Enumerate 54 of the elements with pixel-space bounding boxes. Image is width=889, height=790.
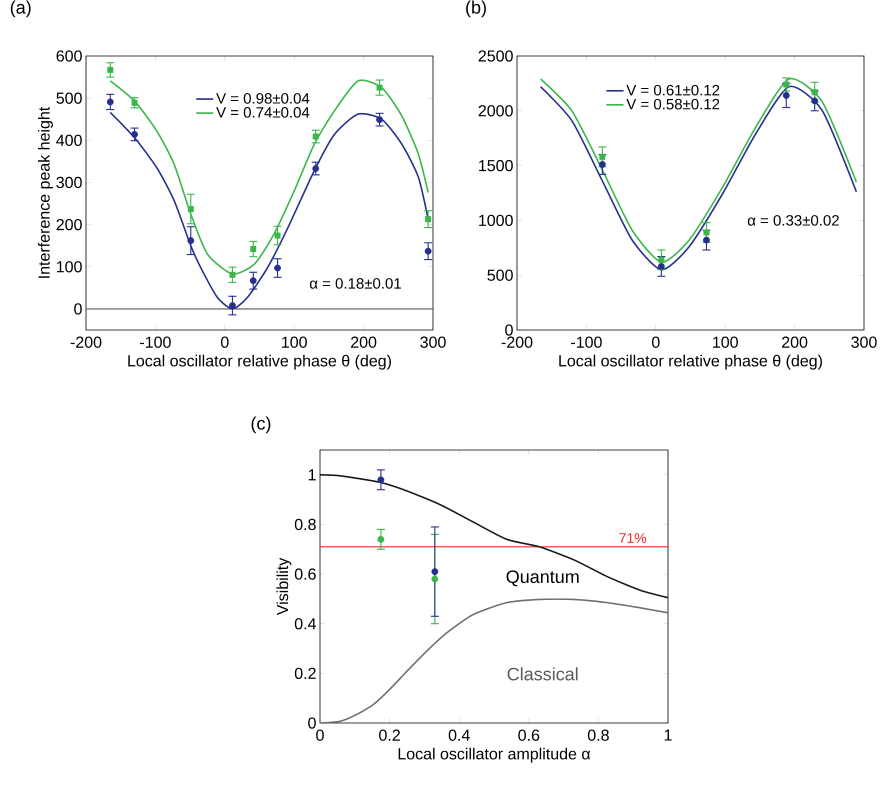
chart-title: (a) [10,0,31,18]
legend-label: V = 0.98±0.04 [216,93,310,104]
x-tick-label: 200 [782,336,808,348]
x-tick-label: 0.8 [588,730,609,741]
y-tick-label: 0.2 [294,668,316,680]
annotation: α = 0.33±0.02 [748,215,839,226]
y-tick-label: 2000 [478,105,513,116]
x-tick-label: 300 [851,336,877,348]
x-axis-title: Local oscillator amplitude α [398,748,590,763]
x-tick-label: -200 [70,336,102,348]
x-tick-label: 200 [351,336,376,348]
ref-line-label: 71% [619,533,646,543]
y-tick-label: 1 [308,469,316,480]
y-tick-label: 0.4 [294,618,316,630]
legend-label: V = 0.58±0.12 [626,98,720,110]
y-tick-label: 300 [56,176,82,188]
y-tick-label: 0 [74,303,82,315]
y-tick-label: 500 [56,92,82,104]
x-tick-label: -100 [140,336,171,348]
y-axis-title: Interference peak height [38,106,53,278]
chart-title: (b) [466,0,486,18]
y-tick-label: 600 [56,50,82,62]
y-tick-label: 2500 [478,50,513,62]
x-tick-label: 300 [420,336,446,348]
y-tick-label: 200 [56,218,82,230]
y-tick-label: 0 [505,324,513,336]
x-tick-label: -200 [502,336,532,348]
legend-label: V = 0.61±0.12 [626,84,720,96]
y-tick-label: 0 [308,717,316,729]
x-tick-label: 100 [282,336,307,348]
x-axis-title: Local oscillator relative phase θ (deg) [128,354,391,370]
y-axis-title: Visibility [276,558,292,616]
annotation: Quantum [506,570,579,586]
y-tick-label: 400 [56,134,82,146]
y-tick-label: 500 [487,270,513,281]
x-tick-label: -100 [571,336,602,348]
annotation: α = 0.18±0.01 [310,278,401,289]
chart-title: (c) [252,416,270,434]
annotation: Classical [508,667,578,680]
x-tick-label: 0.4 [448,730,470,741]
x-axis-title: Local oscillator relative phase θ (deg) [559,354,822,370]
x-tick-label: 0 [220,336,229,348]
y-tick-label: 1000 [479,214,513,226]
y-tick-label: 100 [56,261,82,272]
x-tick-label: 0 [652,336,660,348]
y-tick-label: 0.8 [294,518,316,530]
x-tick-label: 0.2 [379,730,400,741]
legend-label: V = 0.74±0.04 [216,107,310,118]
y-tick-label: 1500 [479,160,513,172]
x-tick-label: 0.6 [518,730,540,741]
x-tick-label: 1 [664,730,672,741]
y-tick-label: 0.6 [294,568,316,580]
x-tick-label: 100 [713,336,738,348]
x-tick-label: 0 [316,730,324,741]
